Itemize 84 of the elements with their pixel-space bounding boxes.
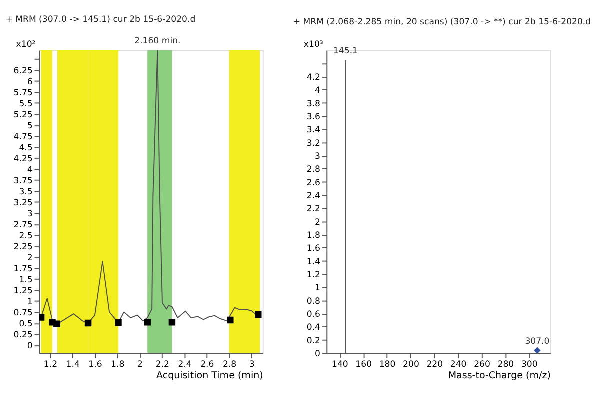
y-tick-label: 0.8 — [306, 296, 320, 307]
y-tick-label: 6.25 — [14, 66, 33, 76]
y-tick-label: 2.25 — [14, 242, 33, 253]
annotation: 145.1 — [333, 46, 358, 57]
y-tick-label: 2.75 — [14, 220, 33, 231]
y-tick-label: 1.8 — [306, 231, 320, 242]
y-tick-label: 1.75 — [14, 264, 33, 275]
y-axis-title: x10² — [16, 40, 36, 50]
annotation: 2.160 min. — [134, 36, 181, 47]
chart-title: + MRM (307.0 -> 145.1) cur 2b 15-6-2020.d — [6, 14, 196, 25]
y-tick-label: 2.5 — [19, 232, 33, 242]
point — [255, 312, 262, 318]
y-tick-label: 1.2 — [306, 270, 320, 281]
point — [39, 314, 45, 321]
y-tick-label: 1.4 — [306, 257, 320, 268]
x-tick-label: 140 — [332, 360, 348, 370]
x-axis-title: Mass-to-Charge (m/z) — [448, 370, 551, 382]
x-tick-label: 2.2 — [156, 360, 170, 370]
y-tick-label: 3.4 — [306, 126, 320, 136]
point — [54, 320, 60, 328]
x-tick-label: 260 — [474, 360, 490, 370]
point — [84, 320, 92, 327]
y-tick-label: 2.2 — [306, 204, 320, 215]
x-tick-label: 3 — [249, 360, 255, 370]
y-tick-label: 6 — [27, 78, 33, 88]
y-tick-label: 5.5 — [19, 100, 33, 110]
y-tick-label: 0.25 — [14, 330, 33, 341]
y-tick-label: 1 — [315, 284, 320, 294]
x-tick-label: 2.6 — [200, 360, 214, 370]
y-tick-label: 2.4 — [306, 192, 320, 202]
x-tick-label: 2.8 — [222, 360, 237, 370]
x-tick-label: 200 — [403, 360, 420, 370]
chart-title: + MRM (2.068-2.285 min, 20 scans) (307.0 -> **) cur 2b 15-6-2020.d — [293, 18, 592, 28]
y-tick-label: 3.5 — [19, 188, 33, 198]
point — [227, 316, 234, 324]
y-tick-label: 2.6 — [306, 178, 320, 188]
y-tick-label: 0 — [27, 342, 33, 352]
point — [168, 319, 176, 326]
y-tick-label: 1.5 — [19, 276, 33, 286]
y-axis-title: x10³ — [304, 40, 324, 50]
y-tick-label: 4.2 — [306, 73, 320, 84]
point — [144, 319, 151, 326]
x-tick-label: 160 — [356, 360, 372, 370]
x-tick-label: 280 — [498, 360, 514, 370]
x-tick-label: 220 — [426, 360, 444, 370]
y-tick-label: 3 — [27, 210, 33, 220]
y-tick-label: 3.6 — [306, 112, 320, 123]
x-tick-label: 2 — [138, 360, 143, 370]
x-tick-label: 1.4 — [66, 360, 80, 370]
y-tick-label: 0.4 — [306, 323, 320, 334]
x-tick-label: 1.6 — [88, 360, 102, 370]
y-tick-label: 0.6 — [306, 310, 320, 320]
point — [115, 319, 122, 326]
y-tick-label: 2.8 — [306, 165, 320, 176]
y-tick-label: 3.8 — [306, 99, 320, 110]
x-tick-label: 180 — [379, 360, 396, 370]
y-tick-label: 5 — [27, 122, 33, 132]
y-tick-label: 2 — [315, 218, 320, 228]
y-tick-label: 5.25 — [14, 110, 33, 121]
y-tick-label: 0.2 — [306, 336, 320, 346]
y-tick-label: 4 — [27, 166, 33, 176]
y-tick-label: 3.75 — [14, 176, 33, 187]
x-tick-label: 240 — [450, 360, 467, 370]
y-tick-label: 5.75 — [14, 88, 33, 99]
y-tick-label: 1.6 — [306, 244, 320, 254]
x-tick-label: 300 — [521, 360, 538, 370]
y-tick-label: 2 — [27, 254, 33, 264]
y-tick-label: 4.5 — [19, 144, 33, 154]
y-tick-label: 3 — [315, 152, 320, 162]
y-tick-label: 4 — [315, 86, 320, 96]
y-tick-label: 0 — [315, 350, 320, 360]
y-tick-label: 3.25 — [14, 198, 33, 209]
y-tick-label: 0.75 — [14, 308, 33, 319]
y-tick-label: 1 — [27, 298, 33, 308]
y-tick-label: 4.25 — [14, 154, 33, 165]
x-tick-label: 2.4 — [178, 360, 192, 370]
x-axis-title: Acquisition Time (min) — [156, 370, 264, 382]
y-tick-label: 4.75 — [14, 132, 33, 143]
y-tick-label: 3.2 — [306, 138, 320, 149]
annotation: 307.0 — [525, 336, 550, 347]
x-tick-label: 1.2 — [44, 360, 58, 370]
y-tick-label: 0.5 — [19, 320, 33, 330]
x-tick-label: 1.8 — [111, 360, 125, 370]
y-tick-label: 1.25 — [14, 286, 33, 297]
